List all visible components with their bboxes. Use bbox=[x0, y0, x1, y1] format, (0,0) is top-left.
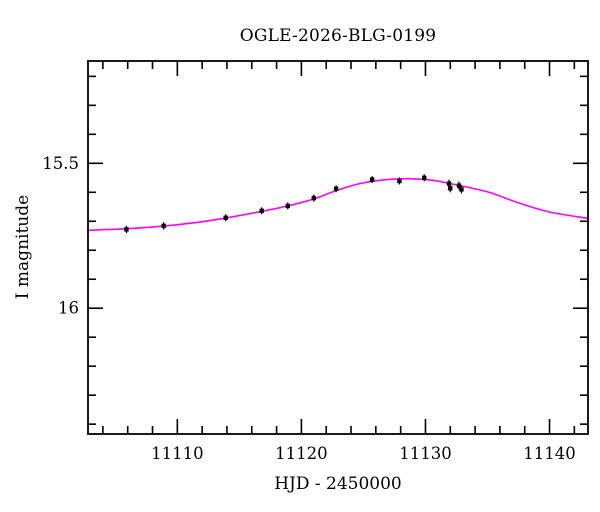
data-point-marker bbox=[285, 203, 290, 209]
data-point-marker bbox=[456, 183, 462, 188]
x-tick-label: 11140 bbox=[523, 444, 576, 463]
data-point-marker bbox=[124, 227, 129, 232]
data-point-marker bbox=[459, 187, 464, 192]
data-point-marker bbox=[333, 186, 339, 192]
data-point-marker bbox=[422, 175, 427, 180]
data-point-marker bbox=[369, 177, 375, 182]
data-point-marker bbox=[446, 181, 452, 186]
data-point-marker bbox=[259, 208, 264, 214]
model-curve bbox=[87, 177, 589, 232]
x-tick-label: 11110 bbox=[151, 444, 204, 463]
data-point-marker bbox=[397, 178, 402, 184]
plot-box bbox=[87, 60, 589, 435]
y-tick-label: 15.5 bbox=[42, 154, 79, 173]
x-axis-title: HJD - 2450000 bbox=[274, 474, 402, 494]
data-point-marker bbox=[448, 186, 453, 191]
data-point-marker bbox=[161, 223, 166, 229]
data-point-marker bbox=[223, 215, 228, 220]
x-tick-label: 11130 bbox=[399, 444, 452, 463]
data-point-marker bbox=[311, 195, 317, 201]
chart-title: OGLE-2026-BLG-0199 bbox=[239, 26, 437, 46]
x-tick-label: 11120 bbox=[275, 444, 328, 463]
y-tick-label: 16 bbox=[58, 299, 79, 318]
